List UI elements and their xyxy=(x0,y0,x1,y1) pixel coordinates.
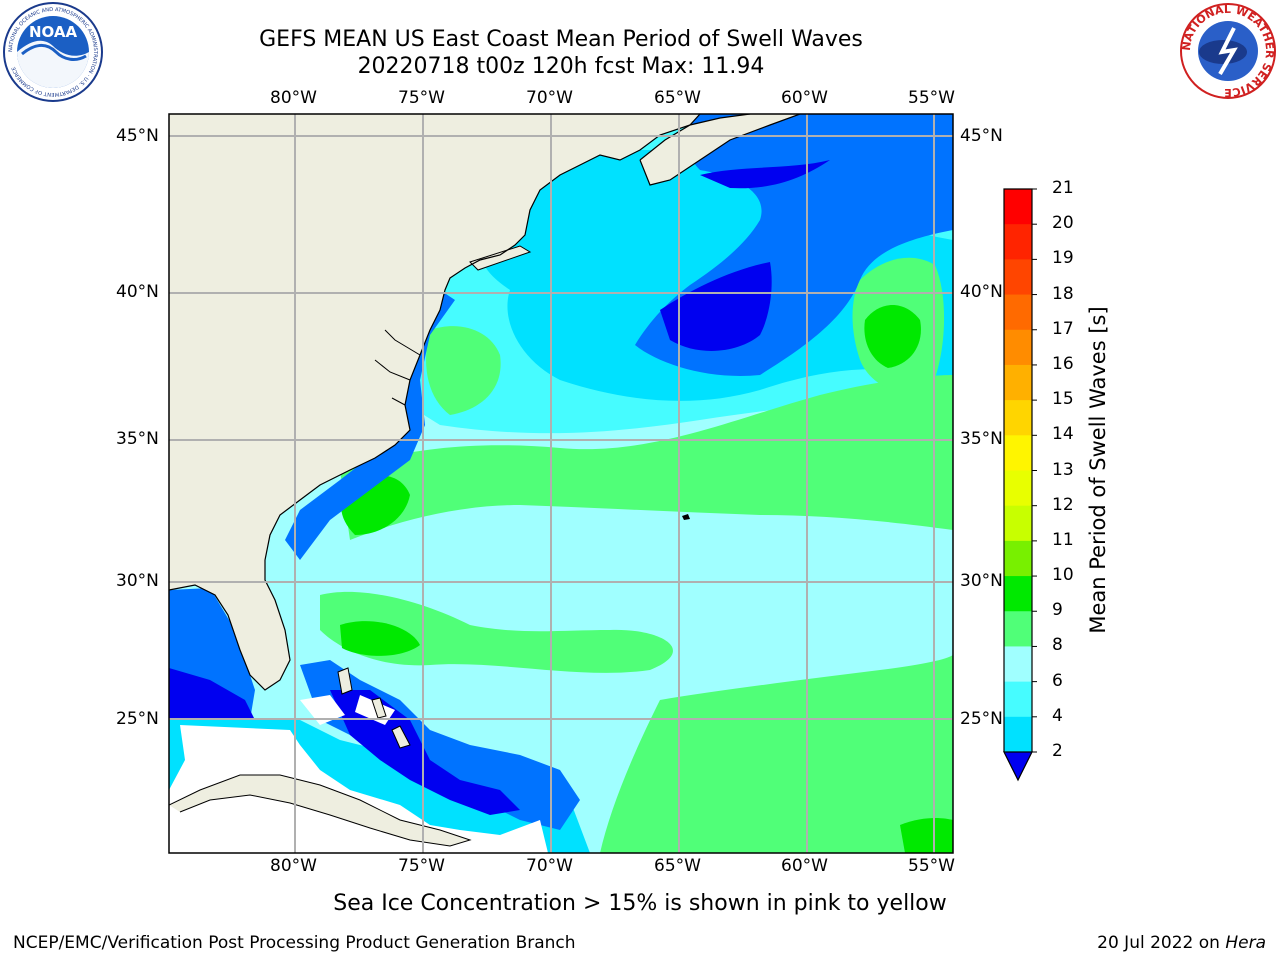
lat-label-right-35n: 35°N xyxy=(960,429,1003,449)
zone-white-mask-2 xyxy=(300,695,345,725)
colorbar-segment xyxy=(1004,716,1032,753)
land-cuba xyxy=(169,775,470,846)
zone-green-central xyxy=(340,375,953,540)
lat-label-right-40n: 40°N xyxy=(960,282,1003,302)
colorbar-segment xyxy=(1004,259,1032,296)
colorbar-tick-label: 15 xyxy=(1052,389,1074,410)
zone-deep-blue-gulf-maine xyxy=(700,160,830,189)
coastline-chesapeake xyxy=(374,329,421,406)
lon-label-bottom-80w: 80°W xyxy=(270,856,317,876)
colorbar-title: Mean Period of Swell Waves [s] xyxy=(1086,306,1110,634)
map-frame xyxy=(168,113,954,854)
colorbar-segment xyxy=(1004,294,1032,331)
lat-label-right-45n: 45°N xyxy=(960,126,1003,146)
land-north-america xyxy=(169,114,700,690)
zone-bright-green-south xyxy=(340,621,420,656)
lon-label-top-55w: 55°W xyxy=(908,88,955,108)
coastline-nova-scotia xyxy=(639,114,801,186)
lat-label-right-30n: 30°N xyxy=(960,571,1003,591)
coastline-cuba xyxy=(169,774,472,847)
zone-green-southeast xyxy=(600,655,953,853)
colorbar-tick-label: 12 xyxy=(1052,494,1074,515)
land-long-island xyxy=(470,246,530,270)
noaa-logo: NOAA NATIONAL OCEANIC AND ATMOSPHERIC AD… xyxy=(3,2,103,102)
colorbar-segment xyxy=(1004,505,1032,542)
lon-label-top-70w: 70°W xyxy=(526,88,573,108)
footer-date: 20 Jul 2022 on Hera xyxy=(1097,933,1266,953)
colorbar-segment xyxy=(1004,540,1032,577)
noaa-logo-text: NOAA xyxy=(29,23,78,41)
lon-label-bottom-60w: 60°W xyxy=(781,856,828,876)
colorbar-segment xyxy=(1004,681,1032,718)
footer-machine: Hera xyxy=(1225,933,1266,953)
colorbar xyxy=(1003,188,1037,782)
zone-deep-blue-core xyxy=(660,262,772,351)
lon-label-bottom-75w: 75°W xyxy=(398,856,445,876)
colorbar-extend-arrow xyxy=(1003,751,1033,782)
coastline-bahamas xyxy=(337,667,411,749)
colorbar-tick-label: 6 xyxy=(1052,670,1063,691)
colorbar-segment xyxy=(1004,364,1032,401)
lat-label-left-25n: 25°N xyxy=(116,709,159,729)
lat-label-left-45n: 45°N xyxy=(116,126,159,146)
graticule xyxy=(169,114,953,853)
colorbar-tick-label: 14 xyxy=(1052,424,1074,445)
colorbar-segment xyxy=(1004,470,1032,507)
colorbar-segment xyxy=(1004,329,1032,366)
colorbar-tick-label: 13 xyxy=(1052,459,1074,480)
colorbar-tick-label: 19 xyxy=(1052,248,1074,269)
colorbar-tick-label: 16 xyxy=(1052,353,1074,374)
lat-label-right-25n: 25°N xyxy=(960,709,1003,729)
colorbar-tick-label: 8 xyxy=(1052,635,1063,656)
lat-label-left-30n: 30°N xyxy=(116,571,159,591)
colorbar-segment xyxy=(1004,400,1032,436)
colorbar-tick-label: 4 xyxy=(1052,705,1063,726)
zone-green-south xyxy=(320,591,673,673)
lon-label-bottom-55w: 55°W xyxy=(908,856,955,876)
colorbar-segment xyxy=(1004,576,1032,612)
lon-label-bottom-65w: 65°W xyxy=(654,856,701,876)
sea-ice-note: Sea Ice Concentration > 15% is shown in … xyxy=(0,891,1280,916)
zone-gulf-deep-blue xyxy=(169,668,255,722)
lon-label-top-65w: 65°W xyxy=(654,88,701,108)
footer-credit: NCEP/EMC/Verification Post Processing Pr… xyxy=(13,933,576,953)
lon-label-top-75w: 75°W xyxy=(398,88,445,108)
zone-green-west xyxy=(426,326,501,415)
zone-white-mask-1 xyxy=(169,725,548,853)
colorbar-segment xyxy=(1004,646,1032,683)
lat-label-left-35n: 35°N xyxy=(116,429,159,449)
colorbar-segment xyxy=(1004,611,1032,647)
lon-label-top-60w: 60°W xyxy=(781,88,828,108)
nws-logo: NATIONAL WEATHER SERVICE xyxy=(1180,3,1276,99)
zone-bright-green-northeast xyxy=(864,305,921,368)
colorbar-tick-label: 17 xyxy=(1052,318,1074,339)
land-bermuda xyxy=(682,514,690,520)
lat-label-left-40n: 40°N xyxy=(116,282,159,302)
lon-label-bottom-70w: 70°W xyxy=(526,856,573,876)
plot-title-line1: GEFS MEAN US East Coast Mean Period of S… xyxy=(259,27,863,52)
colorbar-segment xyxy=(1004,224,1032,260)
coastline-long-island xyxy=(469,245,532,271)
colorbar-tick-label: 21 xyxy=(1052,178,1074,198)
colorbar-tick-label: 2 xyxy=(1052,741,1063,761)
lon-label-top-80w: 80°W xyxy=(270,88,317,108)
land-bahamas xyxy=(338,668,410,748)
sea-ice-note-text: Sea Ice Concentration > 15% is shown in … xyxy=(333,891,947,916)
footer-date-text: 20 Jul 2022 on xyxy=(1097,933,1226,953)
colorbar-tick-label: 18 xyxy=(1052,283,1074,304)
plot-title-line2: 20220718 t00z 120h fcst Max: 11.94 xyxy=(357,54,765,79)
colorbar-tick-label: 10 xyxy=(1052,565,1074,586)
colorbar-tick-label: 20 xyxy=(1052,213,1074,234)
colorbar-tick-label: 9 xyxy=(1052,600,1063,621)
colorbar-segment xyxy=(1004,435,1032,471)
zone-bright-green-southeast xyxy=(900,817,953,853)
colorbar-tick-label: 11 xyxy=(1052,529,1074,550)
colorbar-segment xyxy=(1004,189,1032,225)
